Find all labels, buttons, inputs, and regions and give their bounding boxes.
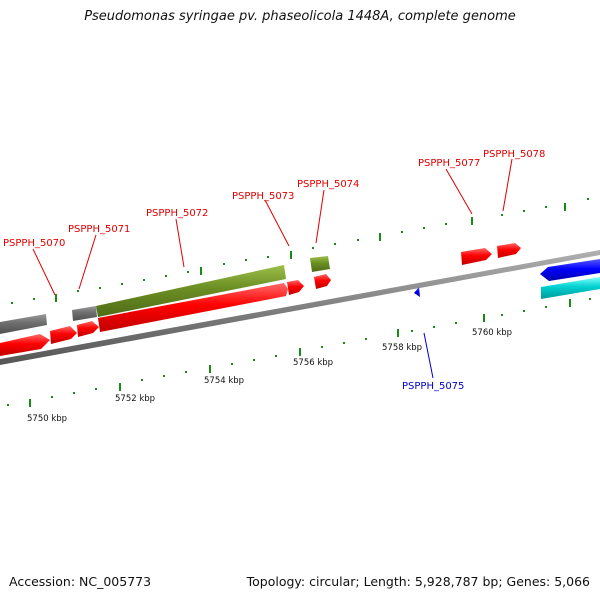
gene-label-pspph-5070[interactable]: PSPPH_5070 <box>3 238 65 249</box>
gray-feature-left <box>0 314 47 334</box>
cds-5071 <box>77 321 99 337</box>
gene-label-pspph-5074[interactable]: PSPPH_5074 <box>297 179 359 190</box>
scale-label-5752: 5752 kbp <box>115 394 155 404</box>
outer-ticks <box>11 198 589 304</box>
gene-label-pspph-5073[interactable]: PSPPH_5073 <box>232 191 294 202</box>
cds-5073 <box>287 280 304 295</box>
map-title: Pseudomonas syringae pv. phaseolicola 14… <box>84 9 516 24</box>
genome-summary-text: Topology: circular; Length: 5,928,787 bp… <box>246 574 590 589</box>
scale-label-5754: 5754 kbp <box>204 376 244 386</box>
backbone-line <box>0 250 600 365</box>
rna-feature-5074 <box>310 256 330 272</box>
gene-label-pspph-5078[interactable]: PSPPH_5078 <box>483 149 545 160</box>
scale-label-5760: 5760 kbp <box>472 328 512 338</box>
cyan-feature <box>541 277 600 299</box>
blue-reverse-cds <box>540 259 600 281</box>
scale-label-5750: 5750 kbp <box>27 414 67 424</box>
cds-5077 <box>461 248 492 265</box>
cds-5075-reverse <box>414 287 420 297</box>
gene-label-pspph-5071[interactable]: PSPPH_5071 <box>68 224 130 235</box>
gene-label-pspph-5077[interactable]: PSPPH_5077 <box>418 158 480 169</box>
scale-label-5758: 5758 kbp <box>382 343 422 353</box>
rna-feature-5072 <box>96 265 286 317</box>
label-leader-lines <box>32 158 513 379</box>
gene-label-pspph-5075[interactable]: PSPPH_5075 <box>402 381 464 392</box>
accession-text: Accession: NC_005773 <box>9 574 152 589</box>
cds-5072 <box>98 283 288 332</box>
scale-label-5756: 5756 kbp <box>293 358 333 368</box>
cds-5070-left <box>0 334 50 356</box>
cds-5078 <box>497 243 521 258</box>
inner-ticks <box>7 298 591 407</box>
cds-5070 <box>50 326 77 344</box>
cds-5074 <box>314 274 331 289</box>
gene-label-pspph-5072[interactable]: PSPPH_5072 <box>146 208 208 219</box>
gray-feature-5071 <box>72 306 97 321</box>
